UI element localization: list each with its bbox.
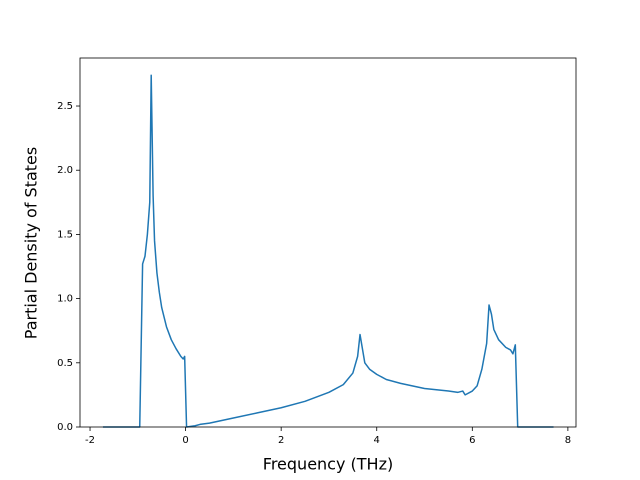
x-tick-label: 0	[182, 435, 188, 446]
y-tick-label: 0.5	[57, 358, 73, 369]
y-axis-title: Partial Density of States	[22, 147, 41, 339]
plot-frame	[79, 57, 577, 428]
y-tick-label: 1.5	[57, 229, 73, 240]
y-tick-label: 1.0	[57, 294, 73, 305]
data-line	[102, 74, 554, 428]
x-tick-label: 4	[374, 435, 380, 446]
x-tick-label: 2	[278, 435, 284, 446]
y-tick-label: 2.0	[57, 165, 73, 176]
x-axis-title: Frequency (THz)	[263, 455, 393, 474]
x-tick-label: 8	[565, 435, 571, 446]
y-tick-label: 0.0	[57, 422, 73, 433]
y-tick-label: 2.5	[57, 101, 73, 112]
x-tick-label: 6	[469, 435, 475, 446]
x-tick-label: -2	[85, 435, 95, 446]
